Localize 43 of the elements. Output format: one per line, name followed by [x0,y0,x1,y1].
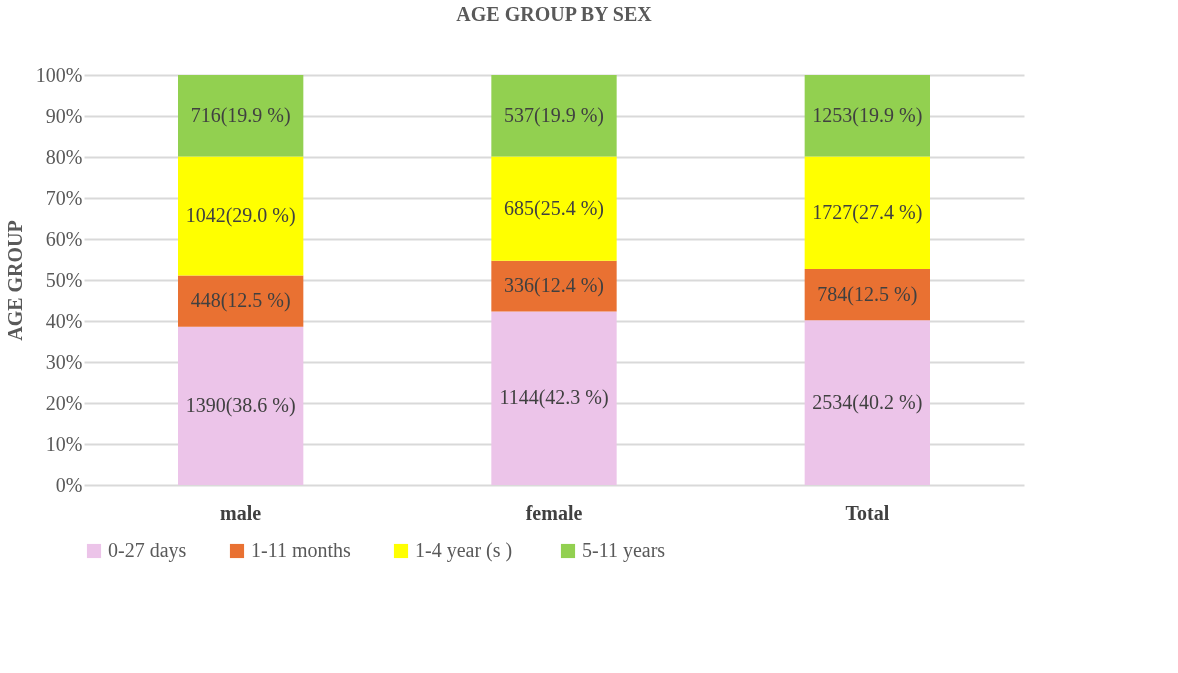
y-tick-label: 100% [35,63,83,86]
legend-label: 1-4 year (s ) [415,539,513,562]
bar [491,75,617,157]
y-tick-label: 70% [45,186,83,209]
bar [491,311,617,485]
y-tick-label: 30% [45,350,83,373]
x-tick-label: female [525,501,583,524]
data-label: 537(19.9 %) [504,103,604,127]
y-tick-label: 40% [45,309,83,332]
data-label: 1253(19.9 %) [812,103,923,127]
y-tick-label: 90% [45,104,83,127]
bar [178,156,304,276]
bar [178,275,304,327]
data-label: 1144(42.3 %) [499,386,609,410]
data-label: 448(12.5 %) [190,289,291,313]
data-label: 2534(40.2 %) [812,390,923,414]
bar [804,75,930,157]
bar [178,75,304,157]
bar [491,260,617,312]
data-label: 716(19.9 %) [190,103,291,127]
bar [804,156,930,269]
data-label: 1727(27.4 %) [812,200,923,224]
chart-title: AGE GROUP BY SEX [456,3,653,25]
y-tick-label: 20% [45,391,83,414]
bar [491,156,617,261]
legend-label: 1-11 months [251,539,352,561]
data-label: 1390(38.6 %) [185,393,296,417]
bar [178,326,304,485]
data-label: 685(25.4 %) [504,196,604,220]
y-axis-title: AGE GROUP [3,220,26,341]
y-tick-label: 0% [55,473,83,496]
data-label: 1042(29.0 %) [185,204,296,228]
data-label: 336(12.4 %) [504,274,604,298]
bar [804,320,930,485]
y-tick-label: 50% [45,268,83,291]
x-tick-label: Total [845,501,890,524]
x-tick-label: male [220,501,262,524]
legend-label: 5-11 years [582,539,666,562]
y-tick-label: 60% [45,227,83,250]
y-tick-label: 80% [45,145,83,168]
y-tick-label: 10% [45,432,83,455]
data-label: 784(12.5 %) [817,282,918,306]
legend-label: 0-27 days [108,539,187,562]
